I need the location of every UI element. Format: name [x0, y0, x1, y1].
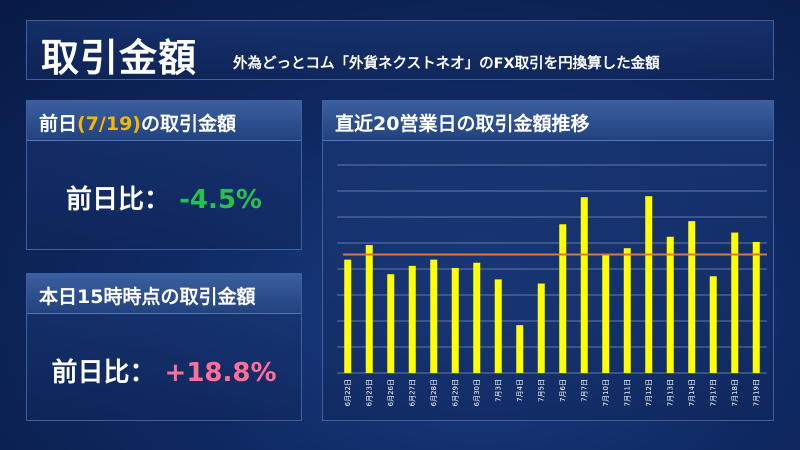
x-tick-label: 6月22日 — [344, 379, 352, 406]
x-tick-label: 7月5日 — [537, 379, 545, 402]
chart-title: 直近20営業日の取引金額推移 — [335, 113, 590, 135]
bar-7月4日 — [516, 325, 524, 373]
bar-7月6日 — [559, 224, 567, 373]
x-tick-label: 6月26日 — [387, 379, 395, 406]
x-tick-label: 7月18日 — [731, 379, 739, 406]
prev-day-title-pre: 前日 — [39, 113, 78, 135]
bar-6月28日 — [430, 259, 438, 373]
bar-7月5日 — [537, 283, 545, 373]
x-tick-label: 7月3日 — [494, 379, 502, 402]
x-tick-label: 7月13日 — [666, 379, 674, 406]
x-tick-label: 6月30日 — [473, 379, 481, 406]
bar-7月14日 — [688, 221, 696, 373]
x-tick-label: 7月6日 — [559, 379, 567, 402]
x-tick-label: 7月10日 — [602, 379, 610, 406]
bar-7月17日 — [709, 276, 717, 373]
prev-day-label: 前日比： — [66, 185, 171, 215]
x-tick-label: 7月17日 — [709, 379, 717, 406]
x-tick-label: 6月29日 — [451, 379, 459, 406]
bar-6月29日 — [451, 267, 459, 373]
prev-day-title-post: の取引金額 — [140, 113, 236, 135]
x-tick-label: 7月19日 — [752, 379, 760, 406]
today-panel: 本日15時時点の取引金額 前日比： +18.8% — [26, 273, 302, 421]
header-panel: 取引金額 外為どっとコム「外貨ネクストネオ」のFX取引を円換算した金額 — [26, 20, 774, 80]
chart-panel: 直近20営業日の取引金額推移 6月22日 6月23日 6月26日 6月27日 6月28日… — [322, 100, 774, 421]
bar-7月11日 — [623, 248, 631, 373]
bar-7月3日 — [494, 279, 502, 373]
bar-7月10日 — [602, 255, 610, 373]
prev-day-change-value: -4.5% — [179, 185, 262, 215]
bar-7月18日 — [731, 232, 739, 373]
bar-6月30日 — [473, 262, 481, 373]
x-tick-label: 6月23日 — [365, 379, 373, 406]
page-subtitle: 外為どっとコム「外貨ネクストネオ」のFX取引を円換算した金額 — [233, 56, 660, 72]
x-tick-label: 6月28日 — [430, 379, 438, 406]
prev-day-date: (7/19) — [77, 113, 141, 135]
x-tick-label: 7月11日 — [623, 379, 631, 406]
bar-7月19日 — [752, 241, 760, 373]
x-tick-label: 6月27日 — [408, 379, 416, 406]
bar-7月13日 — [666, 236, 674, 373]
bar-chart: 6月22日 6月23日 6月26日 6月27日 6月28日 6月29日 6月30日 7月3日 7… — [337, 164, 767, 406]
prev-day-panel: 前日(7/19)の取引金額 前日比： -4.5% — [26, 100, 302, 250]
today-comparison: 前日比： +18.8% — [27, 352, 301, 389]
prev-day-heading: 前日(7/19)の取引金額 — [27, 101, 301, 141]
page-title: 取引金額 — [41, 36, 198, 80]
today-change-value: +18.8% — [164, 358, 277, 388]
x-tick-label: 7月12日 — [645, 379, 653, 406]
bar-6月22日 — [344, 259, 352, 373]
today-heading: 本日15時時点の取引金額 — [27, 274, 301, 314]
bar-6月23日 — [365, 245, 373, 373]
x-tick-label: 7月7日 — [580, 379, 588, 402]
bar-7月7日 — [580, 197, 588, 373]
today-title: 本日15時時点の取引金額 — [39, 286, 256, 308]
bar-6月26日 — [387, 274, 395, 373]
bar-7月12日 — [645, 196, 653, 373]
x-tick-label: 7月4日 — [516, 379, 524, 402]
prev-day-comparison: 前日比： -4.5% — [27, 179, 301, 216]
today-label: 前日比： — [51, 358, 156, 388]
bar-6月27日 — [408, 265, 416, 373]
chart-heading: 直近20営業日の取引金額推移 — [323, 101, 773, 141]
x-tick-label: 7月14日 — [688, 379, 696, 406]
